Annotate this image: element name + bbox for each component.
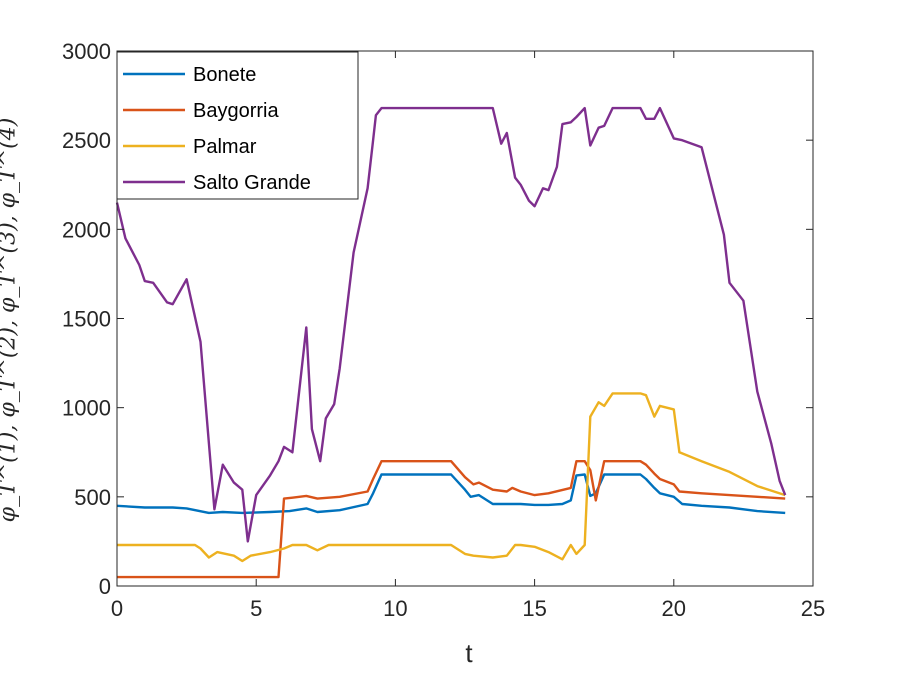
x-tick-label: 10 bbox=[383, 596, 407, 621]
y-tick-label: 1500 bbox=[62, 307, 111, 332]
x-tick-label: 20 bbox=[662, 596, 686, 621]
y-tick-label: 1000 bbox=[62, 396, 111, 421]
legend-label-3: Salto Grande bbox=[193, 172, 311, 194]
series-line-3 bbox=[115, 106, 787, 543]
legend-box bbox=[116, 51, 359, 200]
x-tick-label: 5 bbox=[250, 596, 262, 621]
tick-layer: 0 5 10 15 20 25 0 500 1000 1500 2000 2500 3000 bbox=[62, 39, 825, 621]
legend-label-1: Baygorria bbox=[193, 100, 279, 122]
series-line-2 bbox=[117, 392, 786, 563]
x-tick-label: 0 bbox=[111, 596, 123, 621]
legend-label-2: Palmar bbox=[193, 136, 257, 158]
legend-label-0: Bonete bbox=[193, 64, 256, 86]
legend: Bonete Baygorria Palmar Salto Grande bbox=[116, 51, 359, 200]
y-tick-label: 500 bbox=[74, 485, 111, 510]
y-tick-label: 2000 bbox=[62, 217, 111, 242]
x-tick-label: 25 bbox=[801, 596, 825, 621]
y-axis-title-text: φ_T^(1), φ_T^(2), φ_T^(3), φ_T^(4) bbox=[0, 117, 21, 523]
series-layer bbox=[115, 106, 787, 579]
series-line-1 bbox=[117, 460, 786, 579]
y-tick-label: 0 bbox=[99, 574, 111, 599]
x-tick-label: 15 bbox=[522, 596, 546, 621]
y-tick-label: 3000 bbox=[62, 39, 111, 64]
x-axis-title: t bbox=[465, 638, 473, 668]
y-tick-label: 2500 bbox=[62, 128, 111, 153]
series-line-0 bbox=[116, 473, 786, 515]
